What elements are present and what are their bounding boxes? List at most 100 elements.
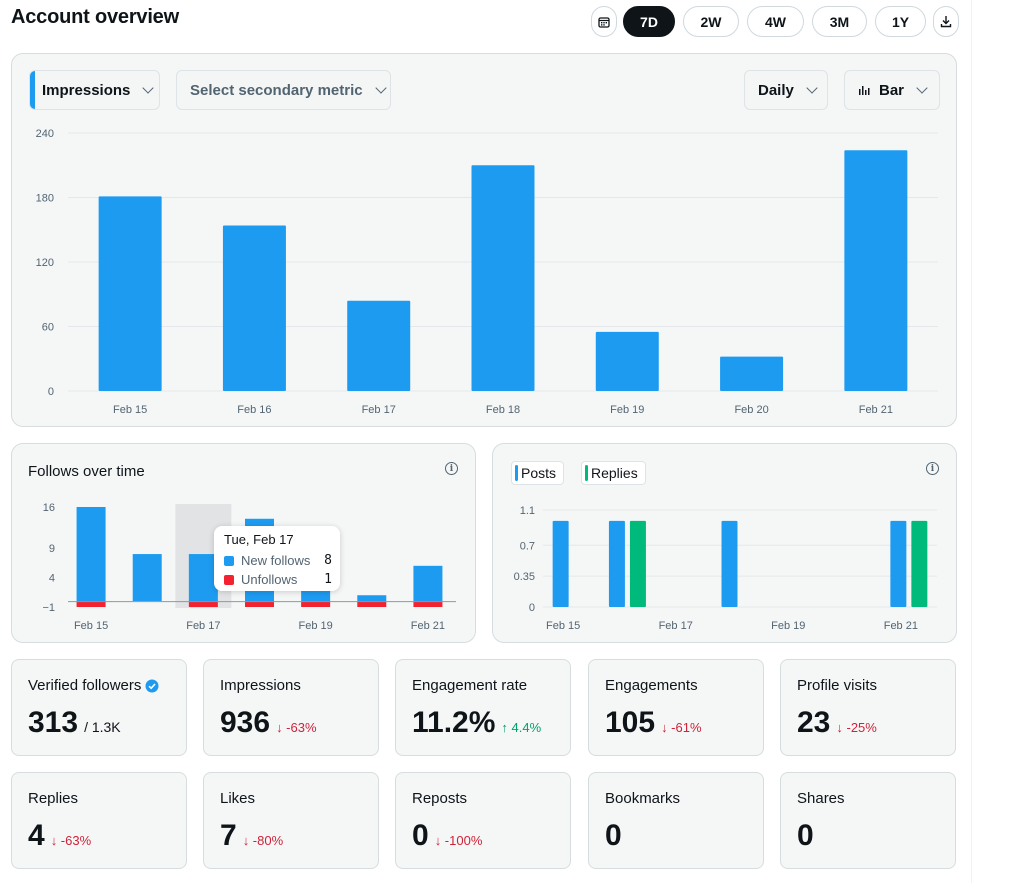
chart-type-dropdown[interactable]: Bar [844,70,940,110]
stat-change: ↓ -100% [434,833,483,848]
legend-replies-label: Replies [591,465,638,481]
stat-label: Likes [220,790,256,807]
stat-suffix: / 1.3K [84,719,121,735]
stat-label: Engagement rate [412,677,528,694]
calendar-icon [598,16,610,28]
stat-value: 0 [412,819,429,852]
secondary-metric-dropdown[interactable]: Select secondary metric [176,70,391,110]
unfollows-bar [357,601,387,607]
stat-value: 0 [605,819,622,852]
impressions-bar [347,300,411,391]
stat-replies: Replies 4 ↓ -63% [11,772,187,869]
range-7d-button[interactable]: 7D [623,6,675,37]
stat-change: ↓ -63% [276,720,317,735]
posts-bar [608,520,625,607]
stat-value: 23 [797,706,831,739]
posts-bar [721,520,738,607]
stat-value: 313 [28,706,79,739]
tooltip-row-new-follows: New follows 8 [224,553,332,568]
stat-label: Replies [28,790,79,807]
stat-label: Bookmarks [605,790,681,807]
follows-card-title: Follows over time [28,463,145,480]
unfollows-swatch [224,574,234,585]
y-tick-label: 0.35 [514,571,535,583]
stat-value: 4 [28,819,45,852]
stat-likes: Likes 7 ↓ -80% [203,772,379,869]
info-icon[interactable]: i [926,462,939,475]
x-tick-label: Feb 17 [659,620,693,632]
stat-change: ↓ -63% [50,833,92,848]
stat-profile-visits: Profile visits 23 ↓ -25% [780,659,956,756]
posts-bar [890,520,907,607]
stat-label: Engagements [605,677,698,694]
impressions-bar [720,356,784,391]
new-follows-bar [188,554,218,602]
stat-engagement-rate: Engagement rate 11.2% ↑ 4.4% [395,659,571,756]
stat-change: ↓ -25% [836,720,877,735]
bar-chart-icon [859,86,870,95]
x-tick-label: Feb 15 [113,404,147,416]
stat-label-text: Verified followers [28,677,142,694]
range-2w-button[interactable]: 2W [683,6,739,37]
info-icon[interactable]: i [445,462,458,475]
new-follows-bar [413,565,443,602]
page-title: Account overview [11,6,179,28]
range-1y-button[interactable]: 1Y [875,6,926,37]
y-tick-label: 60 [42,322,54,334]
interval-dropdown[interactable]: Daily [744,70,828,110]
download-button[interactable] [933,6,959,37]
stat-change: ↑ 4.4% [501,720,542,735]
x-tick-label: Feb 17 [362,404,396,416]
impressions-bar [844,150,908,391]
calendar-button[interactable] [591,6,617,37]
unfollows-bar [245,601,274,607]
stat-label: Impressions [220,677,301,694]
stat-bookmarks: Bookmarks 0 [588,772,764,869]
download-icon [940,16,952,28]
follows-tooltip: Tue, Feb 17 New follows 8 Unfollows 1 [214,526,340,591]
tooltip-label: New follows [241,553,311,568]
x-tick-label: Feb 19 [299,620,333,632]
impressions-bar [222,225,286,391]
stat-value-row: 0 ↓ -100% [412,819,482,853]
x-tick-label: Feb 16 [237,404,271,416]
range-4w-button[interactable]: 4W [747,6,804,37]
stat-value: 11.2% [412,706,496,739]
replies-bar [629,520,646,607]
verified-badge-icon [145,679,159,692]
y-tick-label: 120 [36,257,54,269]
primary-metric-dropdown[interactable]: Impressions [29,70,160,110]
impressions-bar [471,165,535,391]
stat-impressions: Impressions 936 ↓ -63% [203,659,379,756]
stat-value-row: 23 ↓ -25% [797,706,877,740]
new-follows-swatch [224,555,234,566]
impressions-bar [98,196,162,391]
replies-color-bar [585,465,588,481]
primary-metric-accent [30,71,35,109]
legend-posts[interactable]: Posts [511,461,565,485]
x-tick-label: Feb 21 [859,404,893,416]
stat-reposts: Reposts 0 ↓ -100% [395,772,571,869]
stat-value: 105 [605,706,656,739]
stat-value-row: 313 / 1.3K [28,706,121,740]
y-tick-label: 0 [529,602,535,614]
x-tick-label: Feb 20 [734,404,768,416]
x-tick-label: Feb 21 [411,620,445,632]
legend-replies[interactable]: Replies [581,461,646,485]
stat-label: Shares [797,790,845,807]
x-tick-label: Feb 19 [771,620,805,632]
stat-value: 936 [220,706,271,739]
tooltip-date: Tue, Feb 17 [224,532,294,547]
stat-value: 7 [220,819,237,852]
tooltip-label: Unfollows [241,572,298,587]
tooltip-value: 1 [324,572,332,587]
stat-label: Profile visits [797,677,878,694]
stat-verified-followers: Verified followers 313 / 1.3K [11,659,187,756]
unfollows-bar [301,601,331,607]
x-tick-label: Feb 21 [884,620,918,632]
y-tick-label: 9 [49,543,55,555]
y-tick-label: 4 [49,573,55,585]
range-3m-button[interactable]: 3M [812,6,867,37]
x-tick-label: Feb 15 [74,620,108,632]
